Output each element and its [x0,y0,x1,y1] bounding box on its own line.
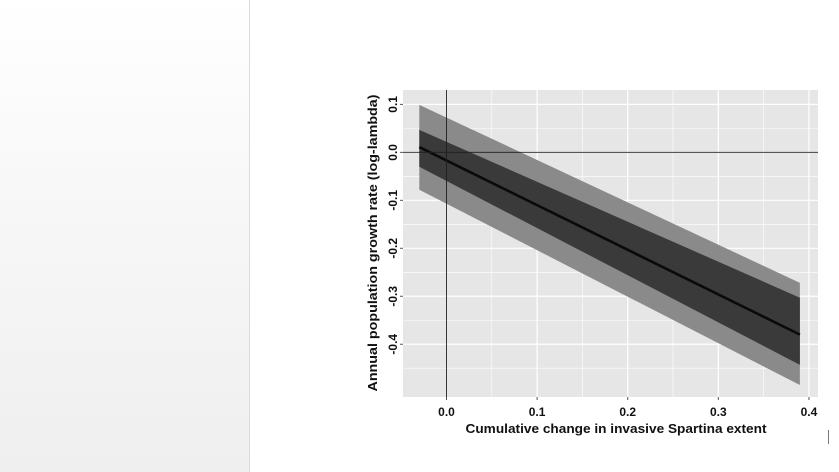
fit-line-group [418,145,801,336]
y-axis-title: Annual population growth rate (log-lambd… [365,95,380,392]
x-axis-title: Cumulative change in invasive Spartina e… [466,421,768,436]
reference-lines [403,90,818,397]
x-tick-label: 0.4 [801,405,818,419]
y-tick-label: -0.2 [386,238,400,259]
x-tick-label: 0.3 [710,405,727,419]
x-tick-label: 0.1 [529,405,546,419]
text-cursor [828,430,829,444]
y-tick-label: 0.0 [386,144,400,161]
x-tick-label: 0.2 [619,405,636,419]
axis-ticks: 0.0 0.1 0.2 0.3 0.4 0.1 0.0 -0.1 -0.2 -0.3 -0.4 [386,96,818,419]
fit-line [418,145,801,336]
y-tick-label: -0.1 [386,190,400,211]
inner-confidence-band [419,129,800,365]
y-tick-label: -0.3 [386,286,400,307]
y-tick-label: 0.1 [386,96,400,113]
left-panel[interactable] [0,0,250,472]
y-tick-label: -0.4 [386,334,400,355]
x-tick-label: 0.0 [438,405,455,419]
confidence-bands [419,104,800,386]
